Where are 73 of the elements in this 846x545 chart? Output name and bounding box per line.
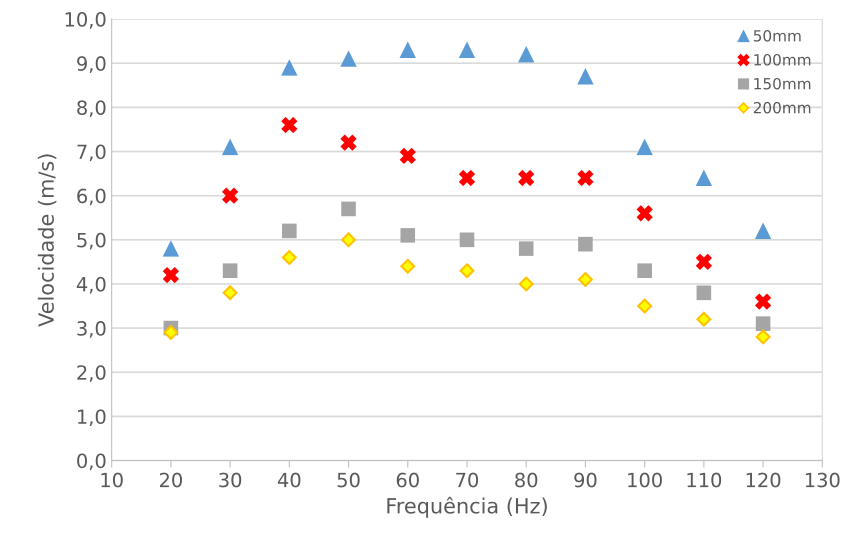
x-tick-label: 120 [746,472,780,488]
point [696,254,712,270]
point [577,68,594,84]
legend-label: 200mm [754,102,810,114]
x-axis-title: Frequência (Hz) [387,496,547,518]
point [696,312,712,327]
x-tick-label: 70 [456,472,478,488]
x-tick-label: 110 [687,472,722,488]
x-tick-label: 10 [101,472,123,488]
legend-label: 50mm [754,30,801,42]
x-tick-label: 90 [574,472,597,488]
point [400,148,416,164]
y-tick-label: 1,0 [78,409,106,426]
point [577,170,594,186]
point [400,228,416,243]
x-tick-label: 80 [515,472,538,488]
point [696,170,712,186]
point [340,134,357,151]
point [459,170,475,186]
point [460,263,474,278]
point [518,241,534,256]
x-tick-label: 100 [628,472,662,488]
point [281,117,298,134]
point [341,232,356,248]
x-tick-label: 20 [160,472,182,488]
y-tick-label: 10,0 [66,12,106,29]
point [756,316,770,331]
point [340,50,357,67]
x-tick-label: 30 [219,472,242,488]
point [756,329,771,344]
point [518,170,534,186]
y-tick-label: 4,0 [76,276,106,294]
y-tick-label: 9,0 [77,56,106,73]
y-tick-label: 2,0 [77,365,106,382]
point [400,42,416,58]
point [755,222,772,239]
point [222,263,238,278]
point [518,276,534,292]
point [222,139,238,156]
x-tick-label: 50 [338,472,360,488]
point [222,188,238,204]
y-tick-label: 3,0 [77,321,106,338]
point [282,250,297,265]
y-tick-label: 6,0 [77,188,106,206]
point [636,205,653,222]
point [460,232,474,248]
legend-label: 100mm [754,54,810,66]
legend-label: 150mm [754,78,810,90]
point [162,267,179,284]
y-tick-label: 7,0 [77,144,106,162]
point [696,285,712,300]
point [281,60,298,76]
x-tick-label: 60 [396,472,419,488]
x-tick-label: 130 [806,472,840,488]
point [459,42,475,58]
point [578,236,593,252]
point [636,139,653,156]
point [162,240,179,257]
point [282,224,297,238]
y-axis-title: Velocidade (m/s) [38,154,56,327]
point [755,294,772,310]
point [400,258,416,274]
y-tick-label: 8,0 [77,100,106,118]
point [578,272,593,287]
point [341,202,356,216]
point [222,285,238,300]
y-tick-label: 0,0 [77,453,106,470]
point [163,325,178,340]
point [637,263,652,278]
point [637,298,652,314]
x-tick-label: 40 [278,472,300,488]
point [518,46,534,62]
y-tick-label: 5,0 [77,232,106,250]
